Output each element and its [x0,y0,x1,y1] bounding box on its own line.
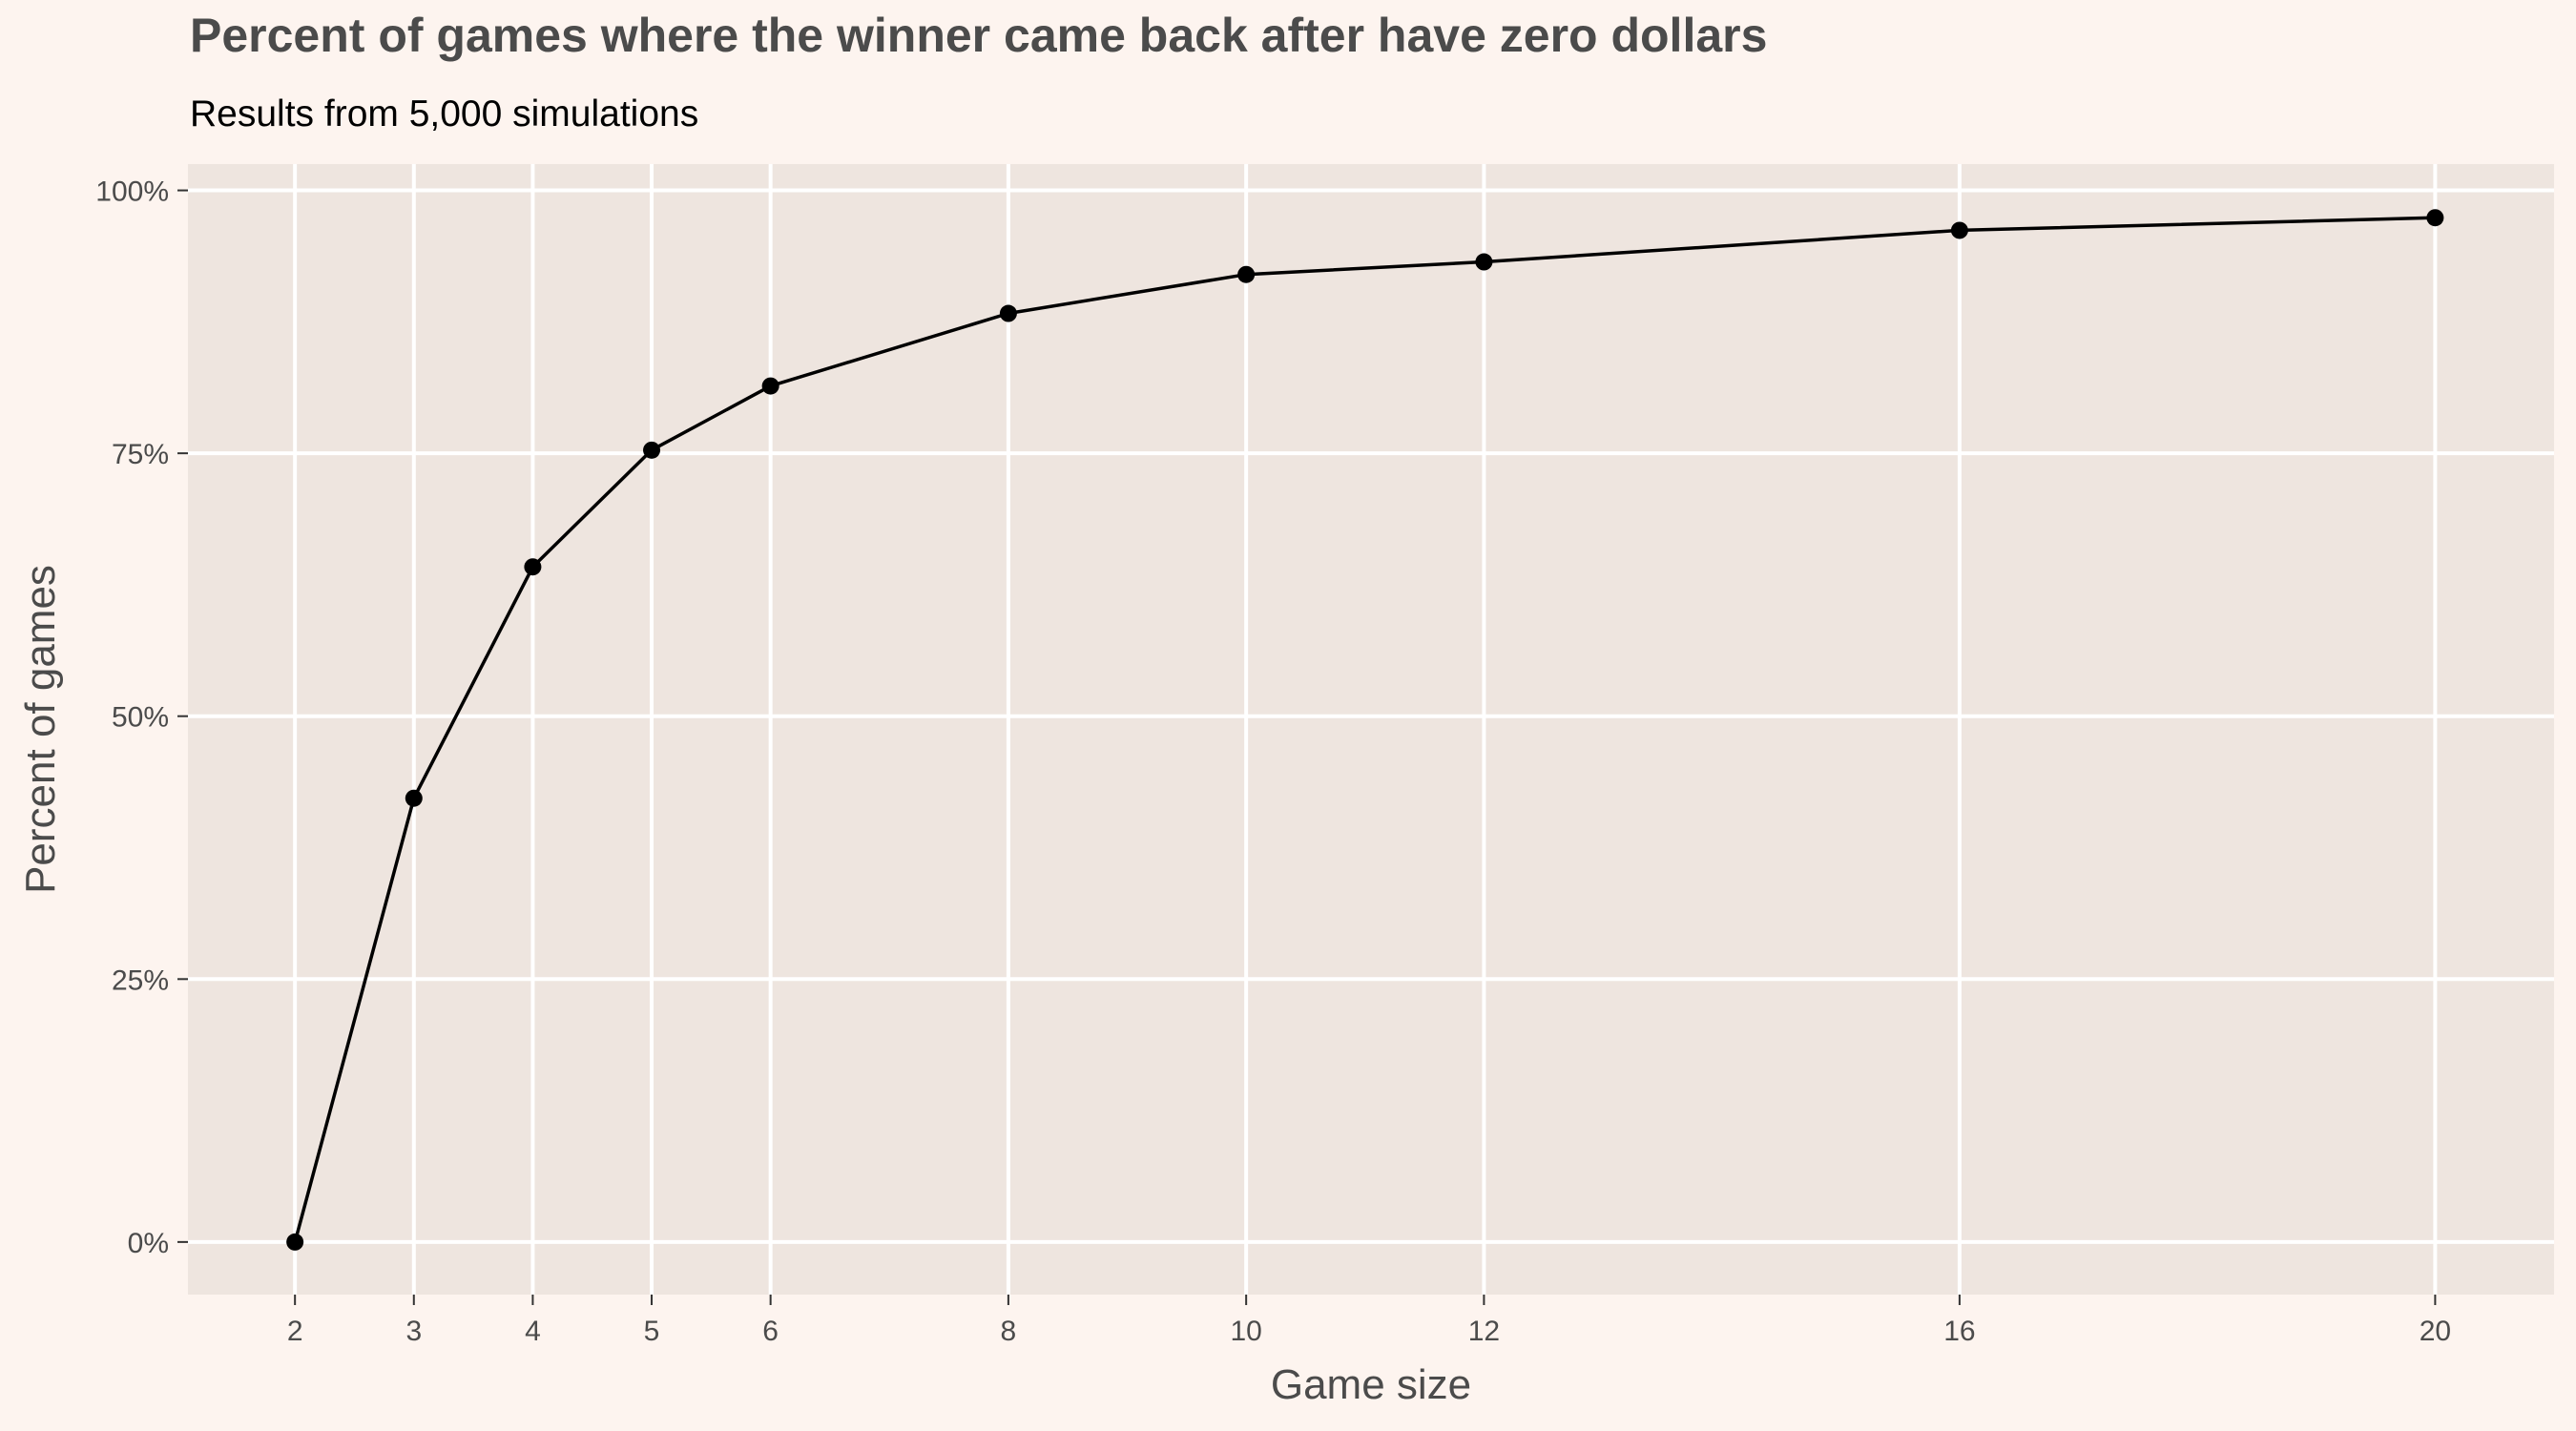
x-tick-label: 2 [287,1316,303,1347]
y-tick-label: 0% [128,1228,169,1259]
x-tick-label: 3 [405,1316,422,1347]
x-axis-title: Game size [1271,1361,1471,1408]
y-tick-label: 25% [112,964,169,996]
data-point [643,441,661,459]
data-point [1950,221,1968,239]
x-tick-label: 4 [525,1316,541,1347]
data-point [761,377,779,395]
data-point [405,789,423,807]
grid-lines [188,164,2554,1295]
data-series [286,209,2444,1251]
axis-ticks [177,189,2437,1305]
data-point [999,304,1017,322]
y-axis-title: Percent of games [17,565,64,894]
data-point [524,558,542,576]
data-point [1475,253,1493,271]
x-tick-label: 16 [1943,1316,1975,1347]
data-point [2426,209,2444,227]
data-point [1237,265,1256,283]
x-tick-label: 10 [1230,1316,1261,1347]
x-tick-label: 6 [762,1316,779,1347]
y-axis-labels: 0% 25% 50% 75% 100% [95,176,169,1259]
x-tick-label: 5 [644,1316,660,1347]
y-tick-label: 50% [112,702,169,734]
series-line [293,216,2436,1243]
x-tick-label: 12 [1468,1316,1500,1347]
y-tick-label: 100% [95,176,169,208]
x-tick-label: 20 [2420,1316,2451,1347]
y-tick-label: 75% [112,439,169,470]
x-axis-labels: 2 3 4 5 6 8 10 12 16 20 [287,1316,2451,1347]
chart-title: Percent of games where the winner came b… [190,9,1768,62]
data-point [286,1233,304,1251]
plot-panel [188,164,2554,1295]
chart-subtitle: Results from 5,000 simulations [190,93,699,135]
x-tick-label: 8 [1001,1316,1017,1347]
